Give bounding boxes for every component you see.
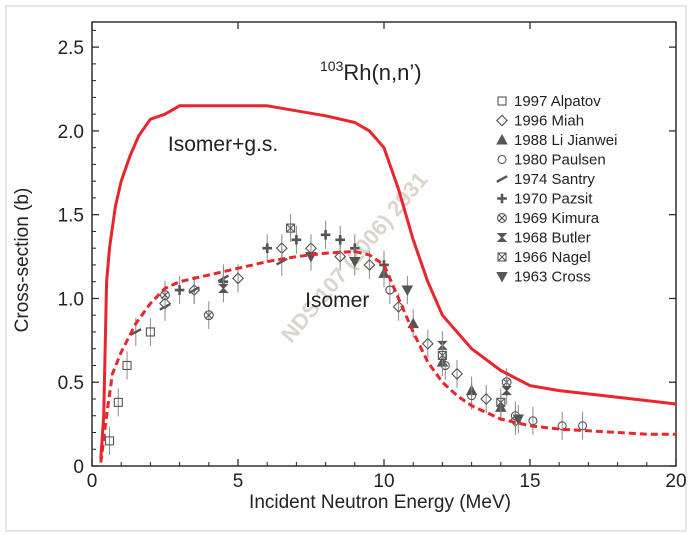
data-point: [286, 223, 296, 233]
legend-marker: [496, 232, 508, 243]
legend-entry: 1988 Li Jianwei: [514, 132, 617, 149]
y-tick-label: 1.0: [58, 289, 84, 310]
legend-entry: 1996 Miah: [514, 113, 584, 130]
x-tick-label: 5: [233, 471, 244, 492]
data-point: [335, 235, 345, 245]
legend-entry: 1966 Nagel: [514, 249, 591, 266]
legend-marker: [497, 96, 507, 106]
data-point: [578, 421, 588, 431]
chart-title: 103Rh(n,n’): [320, 58, 422, 85]
y-tick-label: 0.5: [58, 373, 84, 394]
data-point: [188, 286, 200, 294]
data-point: [363, 258, 376, 271]
data-point: [334, 250, 347, 263]
legend-entry: 1968 Butler: [514, 230, 591, 247]
curve-label: Isomer+g.s.: [168, 133, 278, 156]
legend-entry: 1969 Kimura: [514, 210, 600, 227]
title-main: Rh(n,n’): [343, 60, 421, 85]
y-tick-label: 0: [73, 457, 84, 478]
legend-marker: [496, 134, 508, 145]
data-point: [113, 397, 123, 407]
data-point: [291, 235, 302, 245]
data-point: [451, 367, 463, 380]
x-axis-label: Incident Neutron Energy (MeV): [249, 492, 511, 513]
image-frame: [5, 5, 687, 532]
legend-marker: [497, 193, 507, 204]
y-tick-label: 1.5: [58, 206, 84, 227]
legend-marker: [496, 114, 508, 127]
data-point: [557, 421, 567, 431]
curve-label: Isomer: [305, 289, 369, 312]
data-point: [440, 360, 450, 371]
data-point: [122, 360, 132, 371]
data-point: [232, 272, 244, 285]
data-point: [437, 350, 447, 360]
legend-marker: [497, 252, 507, 262]
data-point: [401, 285, 414, 297]
data-point: [512, 414, 525, 426]
data-point: [501, 386, 512, 396]
data-point: [407, 317, 419, 329]
data-point: [174, 285, 185, 295]
legend-entry: 1963 Cross: [514, 269, 591, 286]
y-axis-label: Cross-section (b): [12, 188, 33, 333]
data-point: [218, 283, 229, 293]
title-superscript: 103: [320, 58, 344, 74]
data-point: [320, 229, 331, 240]
series-line: [99, 250, 676, 463]
x-tick-label: 10: [373, 471, 394, 492]
data-point: [480, 393, 493, 405]
data-point: [467, 391, 477, 401]
legend-entry: 1970 Pazsit: [514, 191, 593, 208]
series-line: [99, 104, 677, 460]
data-point: [130, 328, 142, 336]
legend-marker: [496, 271, 508, 283]
plot-area: 0 5 10 15 20 0 0.5 1.0 1.5 2.0 2.5 Isomer+g.s. Isome…: [58, 21, 687, 492]
x-tick-label: 15: [519, 471, 540, 492]
x-tick-label: 20: [665, 471, 686, 492]
legend-marker: [497, 154, 507, 165]
y-tick-label: 2.0: [58, 122, 84, 143]
legend-entry: 1974 Santry: [514, 171, 595, 188]
legend-entry: 1980 Paulsen: [514, 152, 606, 169]
data-point: [421, 337, 434, 350]
legend-marker: [497, 213, 507, 223]
data-point: [262, 243, 272, 253]
legend-entry: 1997 Alpatov: [514, 93, 601, 110]
legend-marker: [496, 175, 508, 183]
x-tick-label: 0: [87, 471, 98, 492]
data-point: [349, 257, 361, 268]
data-point: [496, 397, 506, 407]
data-point: [145, 327, 155, 337]
data-point: [104, 436, 115, 446]
data-point: [392, 300, 405, 313]
data-point: [203, 310, 214, 321]
y-tick-label: 2.5: [58, 38, 84, 59]
legend: 1997 Alpatov 1996 Miah 1988 Li Jianwei 1980…: [496, 93, 617, 286]
